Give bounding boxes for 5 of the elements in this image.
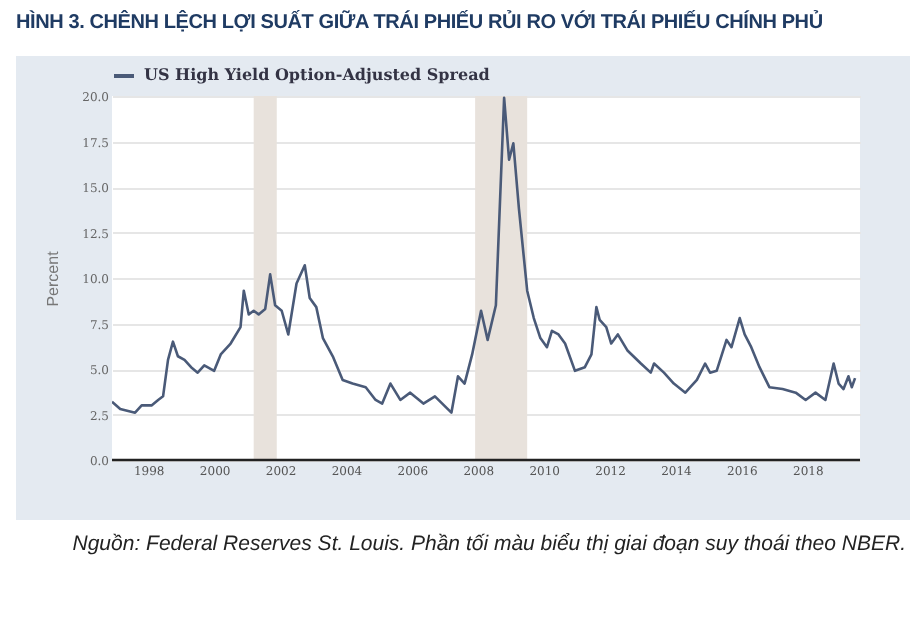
- legend-label: US High Yield Option-Adjusted Spread: [144, 64, 491, 84]
- chart-title: HÌNH 3. CHÊNH LỆCH LỢI SUẤT GIỮA TRÁI PHIẾU RỦI RO VỚI TRÁI PHIẾU CHÍNH PHỦ: [14, 8, 825, 38]
- text: Nguồn: Federal Reserves St. Louis. Phần tối màu biểu thị giai đoạn suy thoái theo NBER.: [70, 530, 908, 556]
- line-series: [112, 96, 857, 414]
- y-axis-title: Percent: [44, 249, 63, 307]
